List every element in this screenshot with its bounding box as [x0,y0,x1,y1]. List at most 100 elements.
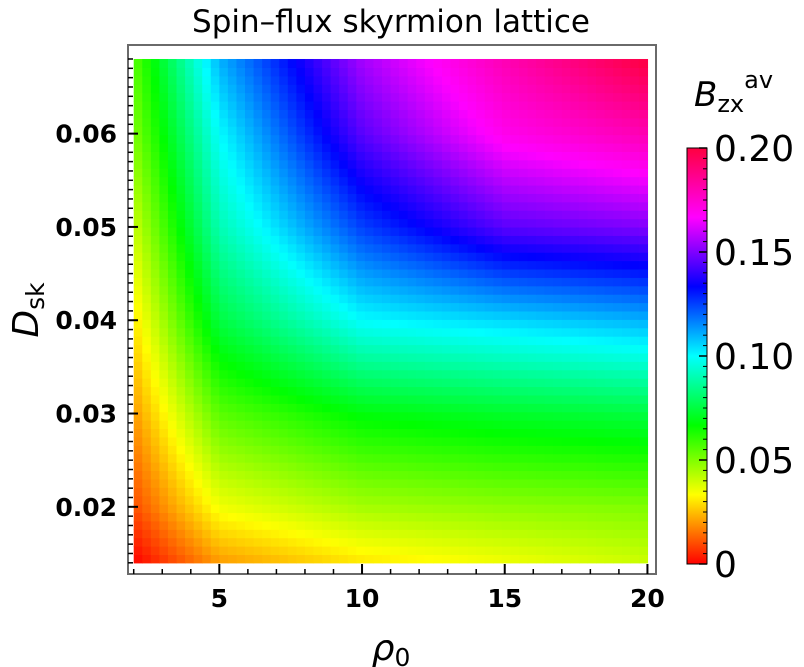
heatmap-cell [407,84,417,94]
heatmap-cell [322,478,332,488]
heatmap-cell [167,411,178,421]
heatmap-cell [133,478,143,488]
heatmap-cell [193,176,203,186]
heatmap-cell [202,134,212,144]
heatmap-cell [347,109,357,119]
heatmap-cell [296,462,306,472]
heatmap-cell [424,554,434,564]
heatmap-cell [424,159,434,169]
heatmap-cell [313,126,323,136]
heatmap-cell [330,243,340,253]
heatmap-cell [322,470,332,480]
heatmap-cell [596,126,606,136]
heatmap-cell [501,142,512,152]
heatmap-cell [279,294,289,304]
heatmap-cell [347,260,357,270]
heatmap-cell [459,487,469,497]
heatmap-cell [159,92,169,102]
heatmap-cell [441,361,452,371]
heatmap-cell [441,201,452,211]
heatmap-cell [356,168,366,178]
heatmap-cell [150,168,160,178]
heatmap-cell [150,319,160,329]
heatmap-cell [441,142,452,152]
heatmap-cell [185,92,195,102]
heatmap-cell [424,361,434,371]
heatmap-cell [553,394,563,404]
heatmap-cell [519,84,529,94]
heatmap-cell [262,512,272,522]
heatmap-cell [150,134,160,144]
heatmap-cell [347,294,357,304]
heatmap-cell [347,168,357,178]
heatmap-cell [527,243,537,253]
heatmap-cell [561,302,571,312]
heatmap-cell [245,478,255,488]
heatmap-cell [578,403,589,413]
heatmap-cell [638,504,649,514]
heatmap-cell [493,142,503,152]
heatmap-cell [561,75,571,85]
heatmap-cell [578,386,589,396]
heatmap-cell [219,319,229,329]
heatmap-cell [390,462,400,472]
heatmap-cell [347,319,357,329]
heatmap-cell [313,310,323,320]
heatmap-cell [544,176,554,186]
heatmap-cell [407,151,417,161]
heatmap-cell [390,260,400,270]
heatmap-cell [356,100,366,110]
heatmap-cell [544,336,554,346]
heatmap-cell [364,537,375,547]
heatmap-cell [613,478,623,488]
heatmap-cell [330,369,340,379]
heatmap-cell [270,176,280,186]
heatmap-cell [493,462,503,472]
heatmap-cell [356,352,366,362]
heatmap-cell [159,495,169,505]
heatmap-cell [176,268,186,278]
heatmap-cell [142,411,152,421]
heatmap-cell [364,142,375,152]
heatmap-cell [433,134,443,144]
heatmap-cell [202,445,212,455]
heatmap-cell [347,529,357,539]
heatmap-cell [262,268,272,278]
heatmap-cell [527,134,537,144]
heatmap-cell [493,420,503,430]
heatmap-cell [467,109,477,119]
heatmap-cell [133,67,143,77]
heatmap-cell [501,176,512,186]
heatmap-cell [313,260,323,270]
heatmap-cell [433,252,443,262]
heatmap-cell [399,285,409,295]
heatmap-cell [510,386,520,396]
heatmap-cell [630,411,640,421]
heatmap-cell [450,369,460,379]
heatmap-cell [570,436,580,446]
heatmap-cell [441,302,452,312]
heatmap-cell [322,420,332,430]
heatmap-cell [330,403,340,413]
heatmap-cell [484,537,494,547]
heatmap-cell [219,529,229,539]
heatmap-cell [236,226,246,236]
heatmap-cell [330,378,340,388]
heatmap-cell [484,504,494,514]
heatmap-cell [399,84,409,94]
heatmap-cell [167,277,178,287]
heatmap-cell [621,529,631,539]
heatmap-cell [382,226,392,236]
heatmap-cell [510,75,520,85]
heatmap-cell [476,117,486,127]
heatmap-cell [501,478,512,488]
heatmap-cell [553,462,563,472]
heatmap-cell [373,218,383,228]
heatmap-cell [304,504,315,514]
heatmap-cell [347,520,357,530]
heatmap-cell [519,184,529,194]
heatmap-cell [287,403,297,413]
heatmap-cell [185,302,195,312]
heatmap-cell [587,100,597,110]
heatmap-cell [279,168,289,178]
